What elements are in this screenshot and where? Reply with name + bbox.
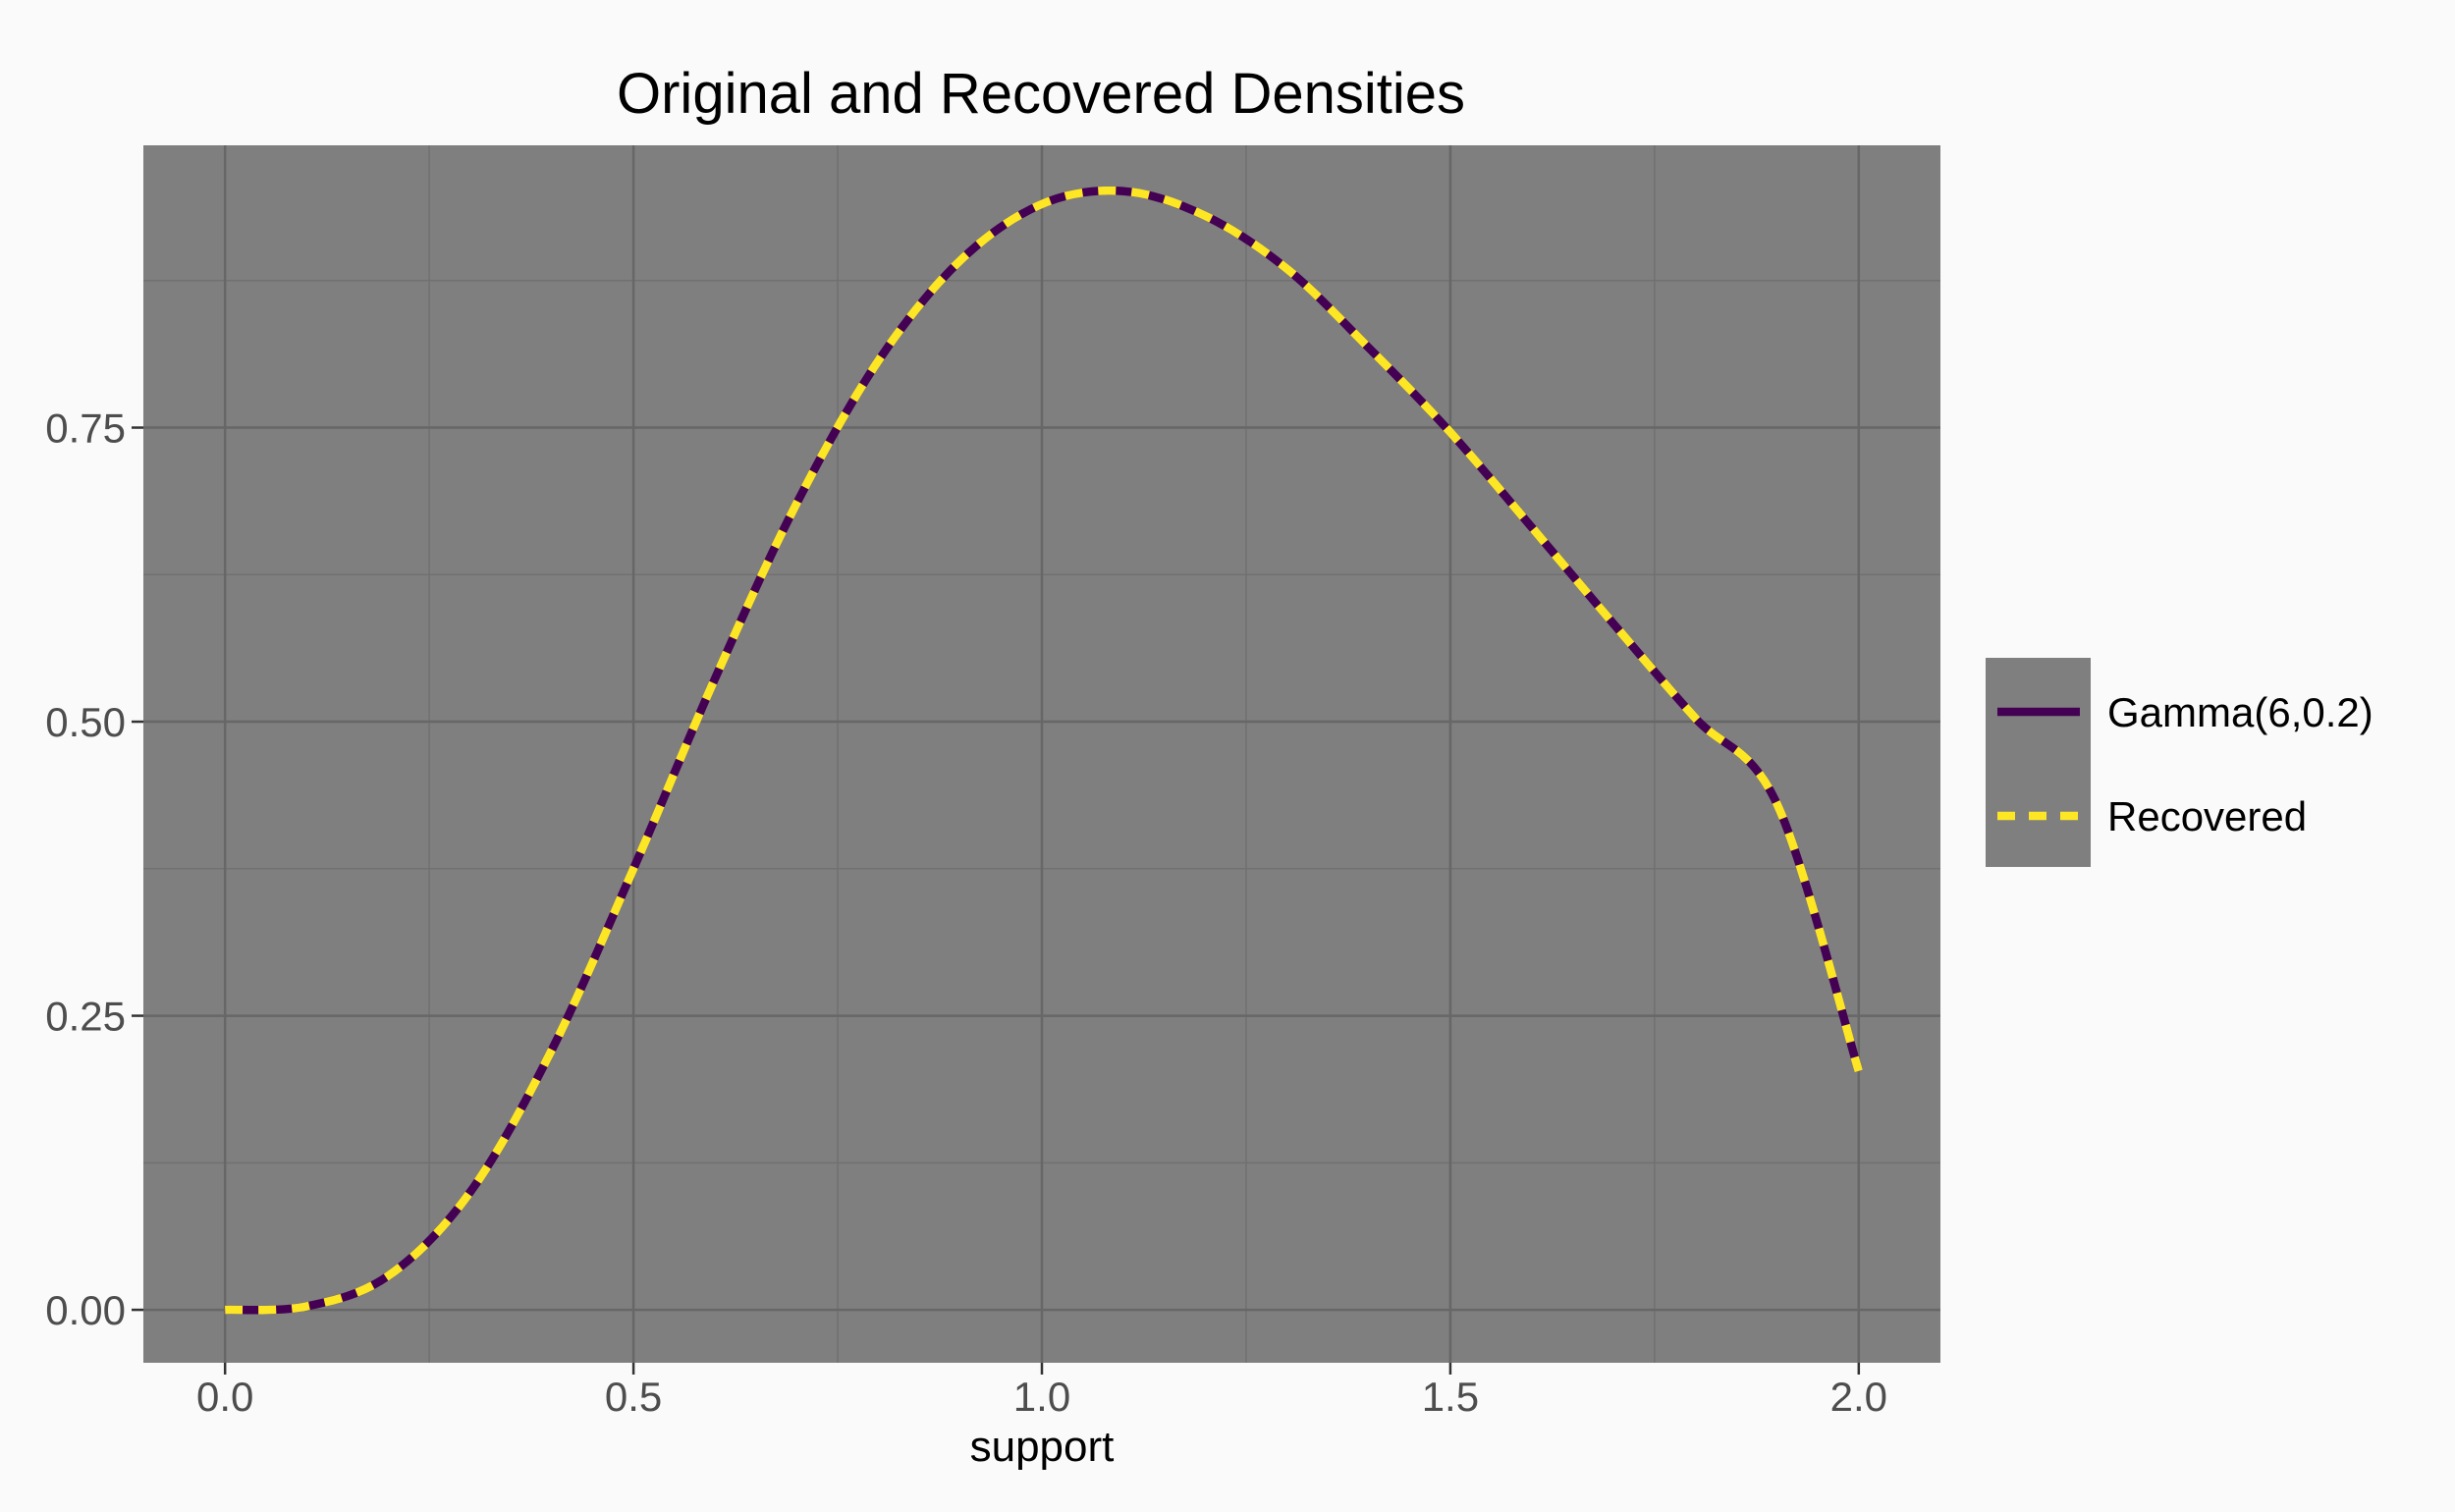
x-tick-label: 1.5 [1422, 1374, 1479, 1420]
legend: Gamma(6,0.2) Recovered [1997, 689, 2373, 839]
series-line-1 [225, 186, 1863, 1315]
x-axis-ticks: 0.0 0.5 1.0 1.5 2.0 [196, 1363, 1887, 1420]
x-tick-label: 0.0 [196, 1374, 253, 1420]
legend-label-0: Gamma(6,0.2) [2107, 689, 2373, 735]
x-axis-label: support [970, 1423, 1115, 1471]
y-tick-label: 0.75 [45, 405, 126, 452]
x-tick-label: 2.0 [1830, 1374, 1887, 1420]
grid-major [143, 145, 1940, 1363]
x-tick-label: 0.5 [605, 1374, 662, 1420]
y-axis-ticks: 0.00 0.25 0.50 0.75 [45, 405, 143, 1333]
y-tick-label: 0.50 [45, 699, 126, 745]
y-tick-label: 0.25 [45, 994, 126, 1040]
legend-key-background [1986, 658, 2091, 867]
series-layer [225, 186, 1863, 1315]
legend-label-1: Recovered [2107, 793, 2307, 839]
x-tick-label: 1.0 [1013, 1374, 1070, 1420]
y-tick-label: 0.00 [45, 1287, 126, 1333]
chart-title: Original and Recovered Densities [617, 62, 1465, 126]
